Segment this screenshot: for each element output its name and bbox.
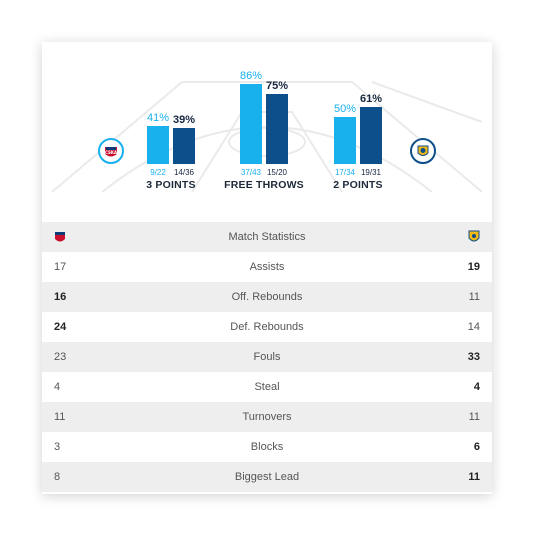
home-made-attempts: 37/43 [240, 168, 262, 177]
home-value: 17 [54, 261, 67, 273]
away-made-attempts: 19/31 [360, 168, 382, 177]
stats-table: Match Statistics 17 Assists 19 16 Off. Rebou… [42, 222, 492, 492]
stats-rows: 17 Assists 19 16 Off. Rebounds 11 24 Def. Rebou… [42, 252, 492, 492]
table-row: 17 Assists 19 [42, 252, 492, 282]
category-label: 2 POINTS [333, 179, 383, 191]
stat-label: Biggest Lead [234, 471, 300, 483]
category-label: 3 POINTS [146, 179, 196, 191]
stat-label: Blocks [250, 441, 284, 453]
away-percentage: 39% [172, 114, 196, 126]
away-made-attempts: 14/36 [173, 168, 195, 177]
away-percentage: 75% [265, 80, 289, 92]
table-row: 8 Biggest Lead 11 [42, 462, 492, 492]
home-value: 16 [54, 291, 67, 303]
table-row: 23 Fouls 33 [42, 342, 492, 372]
table-row: 4 Steal 4 [42, 372, 492, 402]
away-team-logo [410, 138, 436, 164]
away-bar [360, 107, 382, 164]
stats-header-row: Match Statistics [42, 222, 492, 252]
category-label: FREE THROWS [224, 179, 304, 191]
home-percentage: 41% [146, 112, 170, 124]
away-value: 33 [467, 351, 480, 363]
stat-label: Def. Rebounds [230, 321, 304, 333]
home-bar [240, 84, 262, 164]
away-bar [266, 94, 288, 164]
home-team-small-logo-icon [52, 229, 68, 245]
home-value: 4 [54, 381, 61, 393]
stat-label: Turnovers [242, 411, 292, 423]
home-made-attempts: 9/22 [150, 168, 166, 177]
shooting-chart: CSKA 41% 39% 9/22 14/36 3 POINTS 86% 75% 37/43 1… [42, 42, 492, 222]
home-bar [147, 126, 169, 164]
home-value: 24 [54, 321, 67, 333]
home-percentage: 50% [333, 103, 357, 115]
away-value: 14 [467, 321, 480, 333]
table-row: 24 Def. Rebounds 14 [42, 312, 492, 342]
home-value: 8 [54, 471, 61, 483]
home-made-attempts: 17/34 [334, 168, 356, 177]
stats-header-title: Match Statistics [228, 231, 306, 243]
match-stats-card: CSKA 41% 39% 9/22 14/36 3 POINTS 86% 75% 37/43 1… [42, 42, 492, 494]
away-team-small-logo-icon [466, 229, 482, 245]
home-value: 23 [54, 351, 67, 363]
away-value: 4 [473, 381, 480, 393]
stat-label: Assists [249, 261, 285, 273]
away-value: 6 [473, 441, 480, 453]
stat-label: Off. Rebounds [231, 291, 303, 303]
table-row: 3 Blocks 6 [42, 432, 492, 462]
away-bar [173, 128, 195, 164]
home-team-logo: CSKA [98, 138, 124, 164]
away-made-attempts: 15/20 [266, 168, 288, 177]
svg-text:CSKA: CSKA [105, 150, 118, 155]
home-value: 3 [54, 441, 61, 453]
table-row: 11 Turnovers 11 [42, 402, 492, 432]
home-bar [334, 117, 356, 164]
away-value: 19 [467, 261, 480, 273]
home-percentage: 86% [239, 70, 263, 82]
away-percentage: 61% [359, 93, 383, 105]
away-value: 11 [468, 411, 480, 423]
table-row: 16 Off. Rebounds 11 [42, 282, 492, 312]
away-value: 11 [468, 471, 480, 483]
home-value: 11 [54, 411, 66, 423]
stat-label: Fouls [253, 351, 281, 363]
away-value: 11 [468, 291, 480, 303]
stat-label: Steal [254, 381, 280, 393]
